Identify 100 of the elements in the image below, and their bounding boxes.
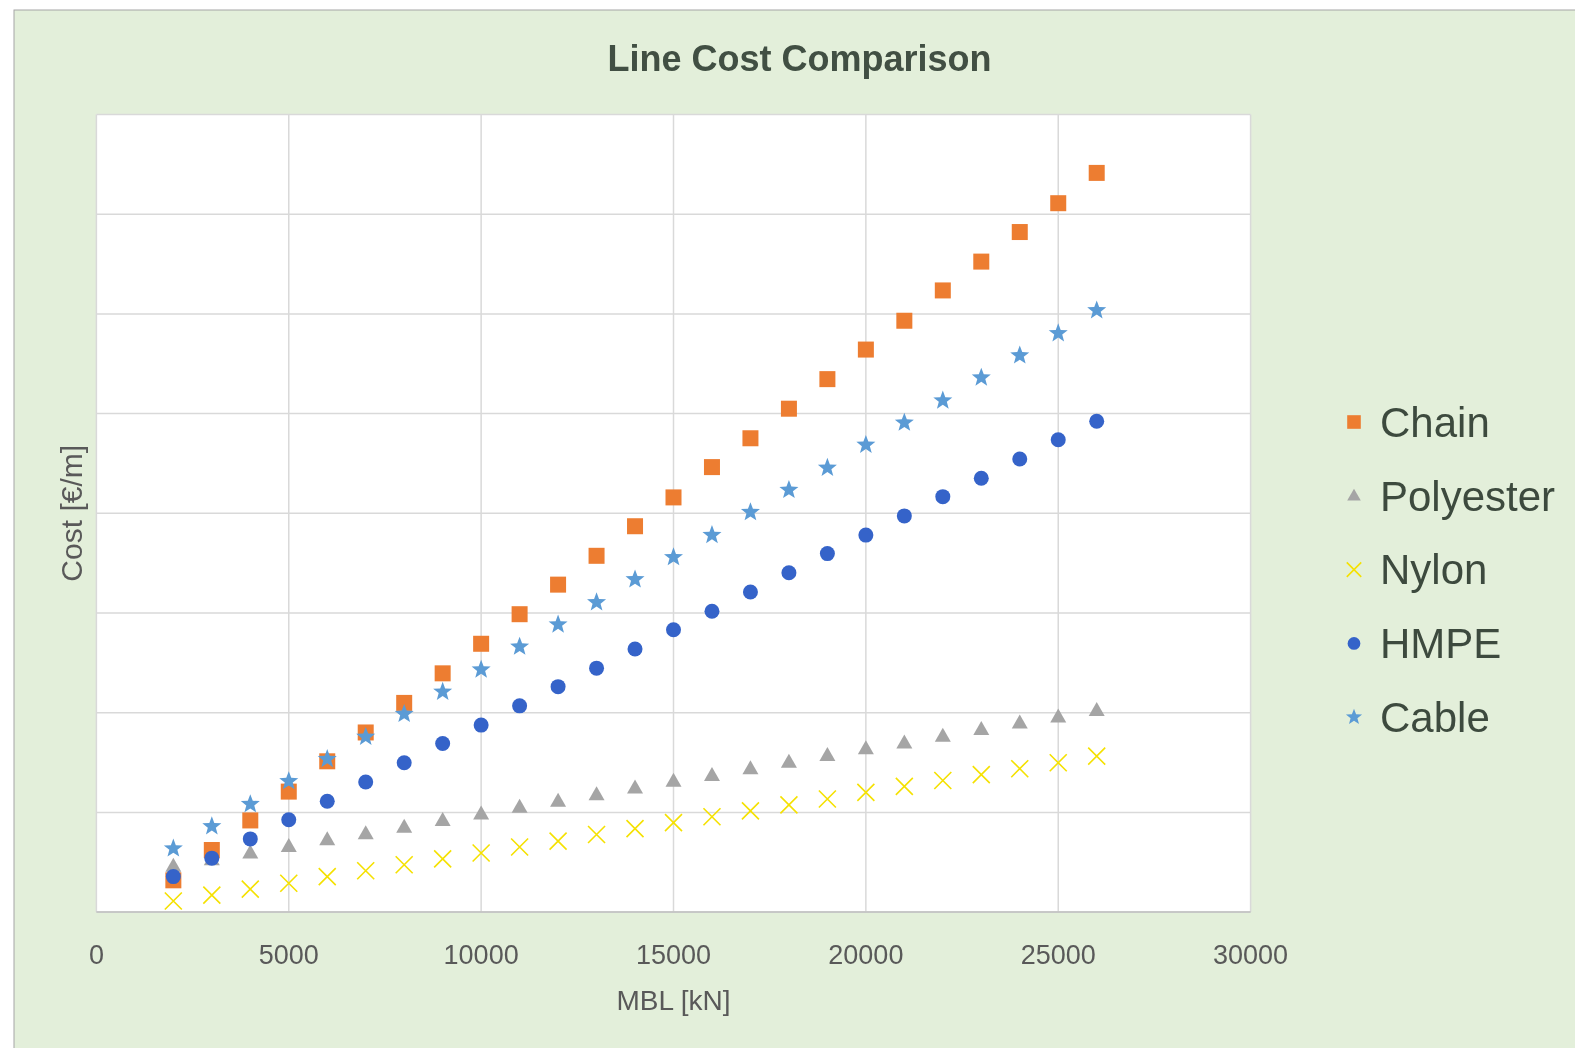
x-tick-label: 30000 xyxy=(1213,940,1289,970)
point xyxy=(1010,345,1030,364)
point xyxy=(973,470,989,486)
point xyxy=(548,831,568,851)
point xyxy=(781,565,797,581)
point xyxy=(779,795,799,815)
point xyxy=(588,547,605,564)
point xyxy=(741,801,760,821)
point xyxy=(279,873,299,893)
point xyxy=(1048,323,1068,342)
point xyxy=(627,779,644,794)
point xyxy=(895,777,914,796)
legend-label: Chain xyxy=(1380,398,1490,446)
point xyxy=(358,774,374,790)
point xyxy=(933,390,953,409)
point xyxy=(971,765,991,784)
point xyxy=(1010,759,1030,778)
point xyxy=(317,867,337,886)
chart-title: Line Cost Comparison xyxy=(607,38,992,79)
point xyxy=(356,726,376,745)
point xyxy=(856,783,876,802)
point xyxy=(587,825,606,844)
point xyxy=(280,837,297,852)
x-tick-label: 0 xyxy=(88,940,104,970)
point xyxy=(587,592,607,611)
point xyxy=(394,855,414,875)
point xyxy=(165,869,181,885)
point xyxy=(856,434,876,454)
point xyxy=(1089,413,1105,429)
point xyxy=(819,746,836,761)
point xyxy=(1087,300,1107,319)
point xyxy=(779,480,799,499)
point xyxy=(973,253,990,270)
point xyxy=(702,807,722,827)
point xyxy=(242,844,259,859)
x-tick-label: 25000 xyxy=(1020,940,1096,970)
point xyxy=(319,793,335,809)
y-axis-title: Cost [€/m] xyxy=(55,444,88,582)
point xyxy=(780,400,797,417)
point xyxy=(896,734,913,749)
point xyxy=(589,660,605,676)
point xyxy=(742,760,759,775)
point xyxy=(625,569,645,588)
point xyxy=(396,694,413,711)
point xyxy=(973,721,990,736)
point xyxy=(433,681,453,700)
point xyxy=(319,831,336,846)
point xyxy=(317,749,337,768)
x-axis-title: MBL [kN] xyxy=(616,985,731,1016)
point xyxy=(356,861,376,880)
point xyxy=(396,755,412,771)
point xyxy=(473,717,489,733)
point xyxy=(242,831,258,847)
point xyxy=(894,412,914,431)
point xyxy=(819,546,835,562)
point xyxy=(394,703,414,723)
point xyxy=(857,341,874,358)
point xyxy=(934,727,951,742)
point xyxy=(742,430,759,447)
point xyxy=(896,312,913,329)
point xyxy=(473,805,490,820)
point xyxy=(971,367,991,386)
legend-label: Polyester xyxy=(1380,472,1556,520)
point xyxy=(664,813,683,832)
point xyxy=(625,819,645,838)
point xyxy=(548,614,568,633)
point xyxy=(1048,753,1068,773)
point xyxy=(1011,224,1028,241)
point xyxy=(1088,701,1105,716)
point xyxy=(702,525,722,544)
point xyxy=(704,603,720,619)
point xyxy=(896,508,912,524)
point xyxy=(512,698,528,714)
point xyxy=(818,789,837,809)
point xyxy=(550,576,567,593)
x-tick-label: 5000 xyxy=(258,940,319,970)
point xyxy=(473,635,490,652)
point xyxy=(665,772,682,787)
point xyxy=(202,885,222,905)
point xyxy=(357,825,374,840)
point xyxy=(935,489,951,505)
point xyxy=(703,766,720,781)
point xyxy=(933,771,953,790)
point xyxy=(742,584,758,600)
point xyxy=(281,812,297,828)
point xyxy=(627,518,644,535)
point xyxy=(665,489,682,506)
point xyxy=(240,879,260,899)
point xyxy=(550,679,566,695)
x-tick-label: 20000 xyxy=(828,940,904,970)
point xyxy=(1088,164,1105,181)
legend-label: Nylon xyxy=(1380,546,1488,594)
point xyxy=(1012,451,1028,467)
point xyxy=(588,786,605,801)
legend-label: HMPE xyxy=(1380,620,1502,668)
point xyxy=(663,547,684,566)
point xyxy=(434,665,451,682)
point xyxy=(510,636,530,655)
point xyxy=(780,753,797,768)
point xyxy=(857,740,874,755)
